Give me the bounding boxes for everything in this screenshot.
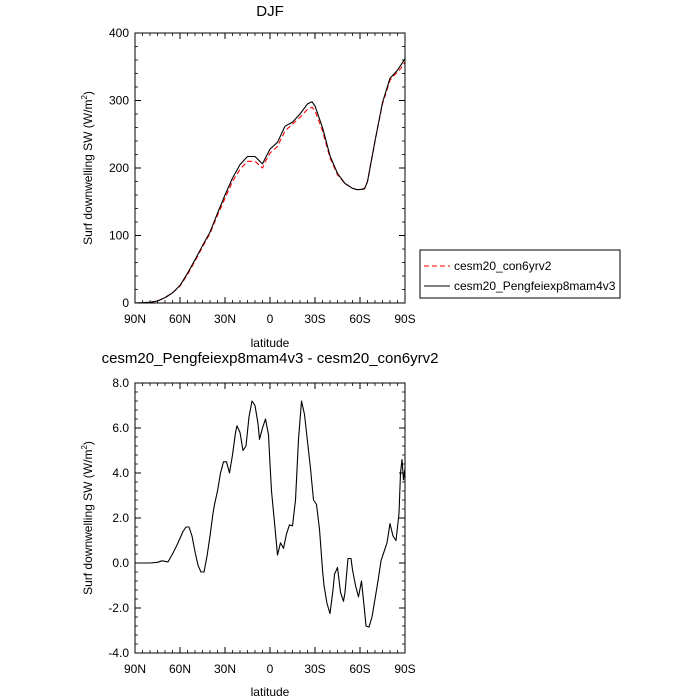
bottom-y-tick-label: 0.0 (112, 556, 129, 570)
bottom-y-axis-label: Surf downwelling SW (W/m2) (80, 441, 95, 595)
top-series (134, 58, 406, 304)
top-x-tick-label: 30N (214, 312, 236, 326)
top-x-tick-label: 0 (267, 312, 274, 326)
top-x-tick-label: 60N (169, 312, 191, 326)
top-chart-title: DJF (256, 3, 284, 20)
top-x-tick-label: 90N (124, 312, 146, 326)
bottom-y-tick-label: 8.0 (112, 376, 129, 390)
top-y-axis-label: Surf downwelling SW (W/m2) (80, 91, 95, 245)
top-y-tick-label: 200 (109, 161, 129, 175)
bottom-x-tick-label: 30S (304, 662, 325, 676)
bottom-x-tick-label: 60N (169, 662, 191, 676)
top-y-tick-label: 300 (109, 94, 129, 108)
top-ticks: 90N 60N 30N 0 30S 60S 90S 0 100 200 300 400 (109, 26, 416, 326)
bottom-ticks: 90N 60N 30N 0 30S 60S 90S 8.0 6.0 4.0 2.0 0.0 -2.0 -4… (108, 376, 415, 676)
bottom-x-tick-label: 90S (394, 662, 415, 676)
bottom-y-tick-label: 4.0 (112, 466, 129, 480)
legend-frame (419, 249, 621, 299)
top-x-tick-label: 90S (394, 312, 415, 326)
top-x-axis-label: latitude (251, 336, 290, 350)
bottom-y-tick-label: -2.0 (108, 601, 129, 615)
top-panel: DJF 90N 60N 30N 0 30S 60S 90S 0 100 200 300 400 lat… (80, 3, 416, 350)
top-x-tick-label: 30S (304, 312, 325, 326)
top-x-tick-label: 60S (349, 312, 370, 326)
bottom-x-tick-label: 30N (214, 662, 236, 676)
bottom-y-tick-label: -4.0 (108, 646, 129, 660)
bottom-y-tick-label: 2.0 (112, 511, 129, 525)
bottom-series (135, 400, 406, 628)
legend-label-pengfei: cesm20_Pengfeiexp8mam4v3 (454, 279, 616, 293)
top-y-tick-label: 100 (109, 229, 129, 243)
top-y-tick-label: 0 (122, 296, 129, 310)
legend: cesm20_con6yrv2 cesm20_Pengfeiexp8mam4v3 (419, 249, 621, 299)
bottom-plot-frame (134, 382, 406, 654)
top-series-line-1 (134, 58, 406, 304)
bottom-y-tick-label: 6.0 (112, 421, 129, 435)
top-plot-frame (134, 32, 406, 304)
legend-label-con6yrv2: cesm20_con6yrv2 (454, 259, 552, 273)
bottom-x-tick-label: 90N (124, 662, 146, 676)
bottom-chart-title: cesm20_Pengfeiexp8mam4v3 - cesm20_con6yr… (102, 350, 439, 367)
bottom-series-line-0 (135, 400, 406, 628)
bottom-x-tick-label: 0 (267, 662, 274, 676)
bottom-panel: cesm20_Pengfeiexp8mam4v3 - cesm20_con6yr… (80, 350, 438, 699)
bottom-x-axis-label: latitude (251, 685, 290, 699)
top-y-tick-label: 400 (109, 26, 129, 40)
top-series-line-0 (134, 61, 406, 304)
bottom-x-tick-label: 60S (349, 662, 370, 676)
